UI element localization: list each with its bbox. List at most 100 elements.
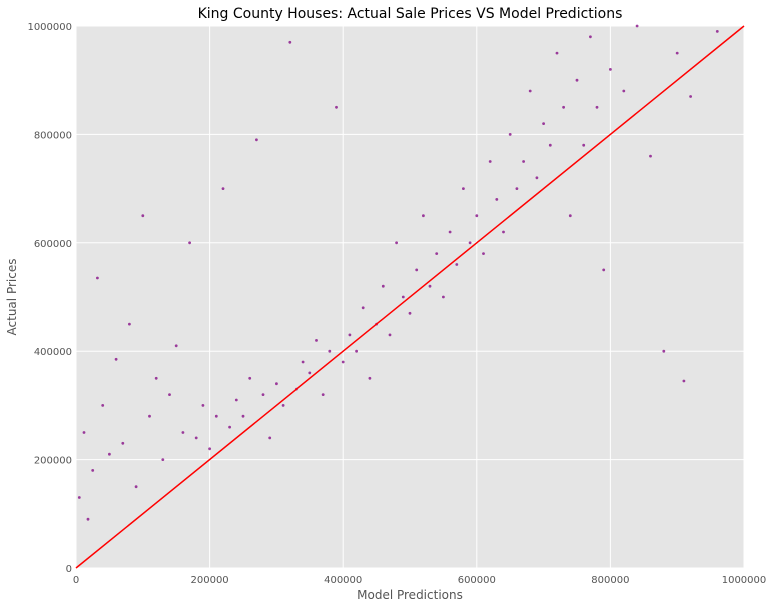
scatter-point (662, 349, 666, 353)
scatter-point (422, 214, 425, 218)
scatter-point (127, 322, 131, 326)
scatter-point (388, 333, 392, 337)
grid-lines (75, 25, 745, 569)
scatter-point (255, 138, 258, 142)
x-axis-ticks: 0 200000 400000 600000 800000 1000000 (73, 575, 766, 586)
scatter-point (635, 24, 639, 28)
y-tick-label: 800000 (34, 130, 72, 141)
scatter-point (381, 284, 385, 288)
scatter-point (281, 404, 285, 407)
scatter-point (482, 252, 485, 256)
y-axis-ticks: 0 200000 400000 600000 800000 1000000 (27, 22, 72, 575)
scatter-point (228, 425, 232, 429)
scatter-point (408, 311, 412, 315)
scatter-point (194, 436, 198, 440)
scatter-point (462, 187, 465, 191)
scatter-point (335, 105, 338, 109)
scatter-point (208, 447, 212, 451)
scatter-point (201, 404, 205, 407)
y-tick-label: 1000000 (27, 22, 72, 33)
scatter-point (134, 485, 138, 489)
scatter-point (114, 357, 118, 361)
scatter-point (502, 230, 505, 234)
scatter-point (515, 187, 519, 191)
scatter-point (275, 382, 278, 386)
scatter-point (622, 89, 626, 93)
x-tick-label: 1000000 (722, 575, 767, 586)
scatter-point (188, 241, 192, 245)
scatter-point (595, 105, 599, 109)
scatter-point (361, 306, 365, 310)
x-tick-label: 0 (73, 575, 79, 586)
scatter-point (341, 360, 345, 364)
x-tick-label: 600000 (458, 575, 496, 586)
x-tick-label: 400000 (324, 575, 362, 586)
scatter-point (96, 276, 99, 280)
scatter-point (682, 379, 686, 383)
scatter-point (261, 393, 265, 396)
scatter-point (181, 431, 185, 434)
scatter-point (715, 30, 719, 33)
scatter-point (108, 452, 111, 456)
scatter-point (582, 143, 586, 147)
scatter-point (548, 143, 552, 147)
scatter-point (86, 517, 90, 521)
y-tick-label: 400000 (34, 347, 72, 358)
y-axis-title: Actual Prices (5, 259, 19, 336)
scatter-point (468, 241, 472, 245)
y-tick-label: 600000 (34, 239, 72, 250)
scatter-point (689, 95, 692, 98)
scatter-point (589, 35, 592, 39)
scatter-point (448, 230, 452, 234)
scatter-point (649, 154, 652, 158)
scatter-point (355, 349, 358, 353)
scatter-point (488, 160, 492, 163)
scatter-point (609, 68, 612, 71)
scatter-point (301, 360, 305, 364)
scatter-point (161, 458, 165, 461)
scatter-point (101, 404, 105, 407)
y-tick-label: 0 (66, 564, 72, 575)
scatter-point (535, 176, 539, 180)
scatter-point (395, 241, 398, 245)
scatter-points (77, 24, 719, 521)
scatter-point (148, 414, 151, 418)
scatter-point (542, 122, 545, 125)
scatter-point (241, 414, 245, 418)
scatter-point (442, 295, 445, 299)
scatter-point (348, 333, 352, 337)
scatter-point (82, 431, 86, 434)
x-axis-title: Model Predictions (357, 588, 463, 602)
scatter-point (214, 414, 218, 418)
scatter-point (522, 160, 525, 163)
x-tick-label: 800000 (591, 575, 629, 586)
scatter-point (368, 376, 372, 380)
scatter-point (435, 252, 439, 256)
scatter-point (174, 344, 178, 348)
scatter-point (508, 133, 512, 136)
y-tick-label: 200000 (34, 456, 72, 467)
scatter-point (321, 393, 325, 396)
scatter-point (495, 198, 499, 201)
scatter-point (221, 187, 225, 191)
scatter-point (602, 268, 606, 272)
scatter-point (268, 436, 272, 440)
scatter-point (401, 295, 405, 299)
scatter-point (428, 284, 432, 288)
scatter-point (248, 376, 252, 380)
scatter-point (91, 469, 95, 472)
scatter-point (415, 268, 419, 272)
scatter-point (555, 51, 559, 55)
scatter-point (308, 371, 312, 375)
scatter-point (568, 214, 572, 218)
scatter-point (154, 376, 158, 380)
scatter-point (675, 51, 679, 55)
chart-title: King County Houses: Actual Sale Prices V… (198, 6, 623, 22)
scatter-point (77, 496, 81, 499)
scatter-point (288, 40, 292, 44)
x-tick-label: 200000 (191, 575, 229, 586)
scatter-point (475, 214, 479, 218)
scatter-point (328, 349, 332, 353)
scatter-point (315, 339, 318, 342)
